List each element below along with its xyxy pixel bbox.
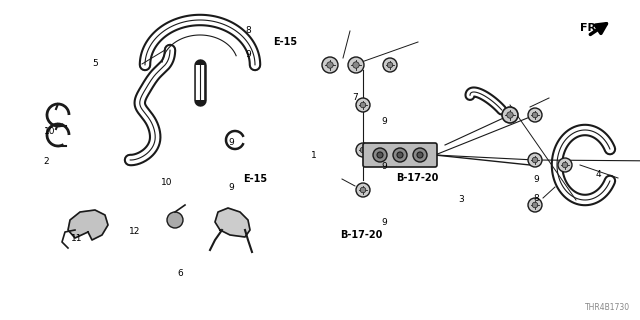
Text: 11: 11 — [71, 234, 83, 243]
Text: B-17-20: B-17-20 — [340, 230, 383, 240]
Circle shape — [562, 162, 568, 168]
Text: B-17-20: B-17-20 — [396, 172, 438, 183]
Text: 9: 9 — [381, 218, 387, 227]
Text: 9: 9 — [246, 50, 251, 59]
Text: 2: 2 — [44, 157, 49, 166]
Circle shape — [417, 152, 423, 158]
Circle shape — [387, 62, 393, 68]
Text: 7: 7 — [353, 93, 358, 102]
Circle shape — [360, 147, 366, 153]
Circle shape — [167, 212, 183, 228]
Text: 1: 1 — [311, 151, 316, 160]
Circle shape — [528, 108, 542, 122]
Text: THR4B1730: THR4B1730 — [585, 303, 630, 312]
Circle shape — [348, 57, 364, 73]
Text: 12: 12 — [129, 228, 140, 236]
Text: 5: 5 — [92, 60, 97, 68]
Circle shape — [353, 62, 359, 68]
Text: 8: 8 — [246, 26, 251, 35]
Polygon shape — [68, 210, 108, 240]
Circle shape — [532, 202, 538, 208]
Circle shape — [397, 152, 403, 158]
Circle shape — [528, 153, 542, 167]
Circle shape — [356, 98, 370, 112]
Text: 9: 9 — [534, 175, 539, 184]
Text: FR.: FR. — [580, 23, 600, 33]
Circle shape — [360, 102, 366, 108]
Text: 3: 3 — [458, 196, 463, 204]
Circle shape — [558, 158, 572, 172]
Circle shape — [356, 183, 370, 197]
Circle shape — [360, 187, 366, 193]
Text: 10: 10 — [44, 127, 56, 136]
Circle shape — [377, 152, 383, 158]
Text: 9: 9 — [381, 117, 387, 126]
Circle shape — [356, 143, 370, 157]
Circle shape — [373, 148, 387, 162]
Text: 9: 9 — [381, 162, 387, 171]
FancyBboxPatch shape — [363, 143, 437, 167]
Polygon shape — [215, 208, 250, 237]
Circle shape — [532, 112, 538, 118]
Circle shape — [507, 112, 513, 118]
Circle shape — [327, 62, 333, 68]
Text: 10: 10 — [161, 178, 172, 187]
Text: E-15: E-15 — [243, 174, 267, 184]
Circle shape — [393, 148, 407, 162]
Text: E-15: E-15 — [273, 36, 297, 47]
Text: 9: 9 — [229, 183, 234, 192]
Circle shape — [322, 57, 338, 73]
Circle shape — [383, 58, 397, 72]
Circle shape — [413, 148, 427, 162]
Text: 4: 4 — [596, 170, 601, 179]
Text: 8: 8 — [534, 194, 539, 203]
Text: 9: 9 — [229, 138, 234, 147]
Circle shape — [502, 107, 518, 123]
Circle shape — [532, 157, 538, 163]
Text: 6: 6 — [178, 269, 183, 278]
Circle shape — [528, 198, 542, 212]
